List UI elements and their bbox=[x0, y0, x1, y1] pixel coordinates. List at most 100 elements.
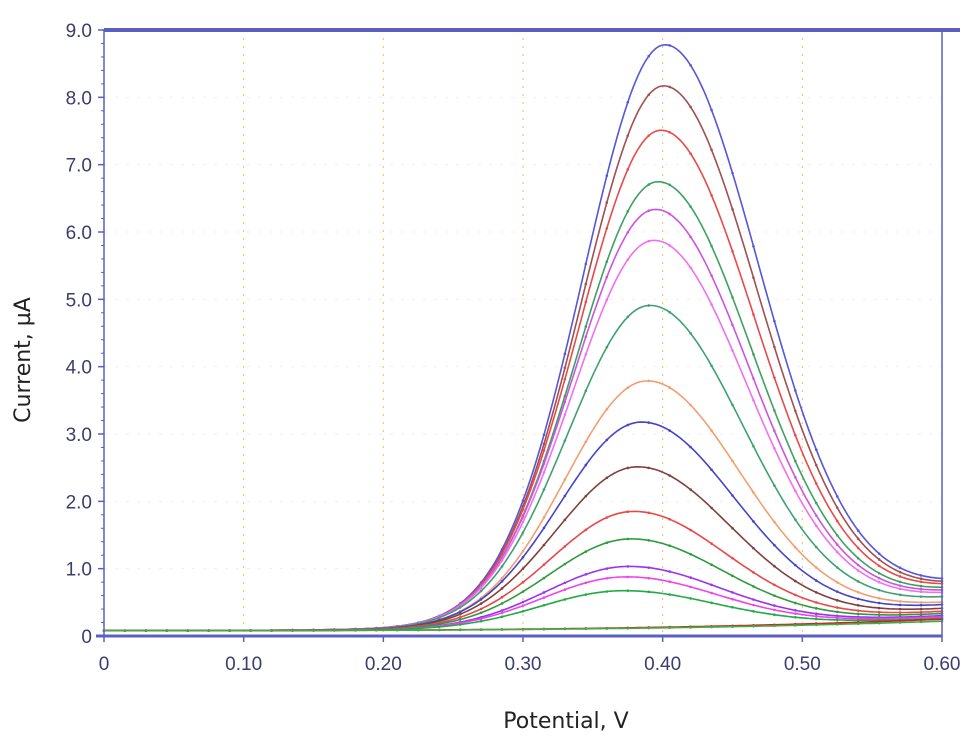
series-point bbox=[856, 529, 860, 532]
series-point bbox=[626, 101, 630, 104]
series-point bbox=[437, 628, 441, 632]
series-point bbox=[605, 174, 609, 178]
series-point bbox=[584, 335, 588, 339]
series-point bbox=[835, 581, 839, 584]
series-point bbox=[815, 614, 818, 618]
series-point bbox=[605, 590, 609, 593]
series-point bbox=[668, 386, 671, 389]
series-point bbox=[605, 541, 609, 545]
series-point bbox=[752, 313, 755, 316]
series-point bbox=[563, 400, 567, 404]
series-point bbox=[668, 570, 671, 573]
series-point bbox=[605, 476, 609, 480]
series-point bbox=[668, 593, 671, 596]
series-point bbox=[605, 226, 609, 230]
series-point bbox=[563, 598, 567, 601]
series-point bbox=[835, 495, 839, 498]
series-point bbox=[584, 440, 588, 443]
series-point bbox=[835, 506, 839, 510]
series-point bbox=[668, 626, 671, 630]
series-point bbox=[877, 558, 881, 561]
series-point bbox=[626, 231, 630, 234]
series-point bbox=[521, 508, 525, 511]
series-point bbox=[898, 607, 902, 611]
series-point bbox=[877, 580, 881, 584]
series-point bbox=[731, 296, 734, 299]
series-point bbox=[542, 462, 546, 466]
series-point bbox=[626, 386, 630, 389]
series-point bbox=[856, 612, 860, 616]
series-point bbox=[563, 352, 567, 356]
series-point bbox=[731, 171, 734, 175]
series-point bbox=[835, 534, 839, 537]
series-point bbox=[710, 194, 713, 197]
series-markers bbox=[102, 619, 944, 632]
series-point bbox=[794, 433, 797, 437]
series-point bbox=[877, 601, 881, 605]
series-point bbox=[647, 511, 650, 515]
series-point bbox=[689, 205, 692, 208]
series-point bbox=[689, 597, 692, 600]
series-point bbox=[458, 628, 462, 632]
series-point bbox=[731, 349, 734, 352]
series-point bbox=[752, 585, 755, 588]
series-point bbox=[521, 567, 525, 570]
series-point bbox=[856, 618, 860, 622]
series-point bbox=[437, 625, 441, 629]
series-point bbox=[794, 609, 797, 612]
series-point bbox=[521, 610, 525, 613]
series-point bbox=[542, 596, 546, 599]
series-point bbox=[500, 595, 504, 599]
series-point bbox=[123, 629, 127, 632]
series-point bbox=[752, 610, 755, 613]
series-point bbox=[731, 574, 734, 578]
series-point bbox=[919, 601, 923, 604]
series-point bbox=[710, 468, 713, 472]
series-point bbox=[647, 239, 650, 243]
series-point bbox=[835, 622, 839, 626]
series-point bbox=[794, 409, 797, 413]
series-point bbox=[479, 602, 483, 605]
series-point bbox=[919, 574, 923, 577]
series-point bbox=[584, 325, 588, 328]
series-point bbox=[731, 208, 734, 211]
y-tick-label: 7.0 bbox=[66, 156, 92, 177]
series-point bbox=[856, 580, 860, 583]
series-point bbox=[605, 407, 609, 411]
series-point bbox=[584, 282, 588, 286]
series-point bbox=[773, 447, 776, 450]
series-point bbox=[919, 607, 923, 611]
series-point bbox=[898, 603, 902, 607]
series-point bbox=[542, 543, 546, 547]
series-point bbox=[375, 628, 378, 632]
series-point bbox=[500, 628, 504, 631]
series-point bbox=[773, 409, 776, 412]
series-point bbox=[773, 594, 776, 597]
series-point bbox=[500, 580, 504, 583]
series-point bbox=[605, 567, 609, 570]
series-point bbox=[835, 606, 839, 609]
series-point bbox=[521, 515, 525, 518]
series-point bbox=[689, 445, 692, 449]
x-tick-label: 0 bbox=[99, 654, 110, 675]
plot-frame bbox=[103, 29, 943, 637]
series-point bbox=[626, 589, 630, 593]
series-point bbox=[605, 275, 609, 279]
y-tick-label: 1.0 bbox=[66, 560, 92, 581]
series-point bbox=[710, 429, 713, 432]
series-point bbox=[877, 621, 881, 625]
series-point bbox=[794, 612, 797, 615]
series-point bbox=[416, 628, 420, 632]
series-point bbox=[731, 591, 734, 594]
series-point bbox=[919, 620, 923, 624]
series-point bbox=[752, 598, 755, 601]
y-tick-label: 8.0 bbox=[66, 88, 92, 109]
series-point bbox=[773, 319, 776, 323]
series-point bbox=[563, 562, 567, 566]
series-point bbox=[752, 445, 755, 448]
series-point bbox=[794, 546, 797, 549]
series-point bbox=[563, 366, 567, 370]
series-point bbox=[919, 618, 923, 622]
series-point bbox=[479, 611, 483, 615]
